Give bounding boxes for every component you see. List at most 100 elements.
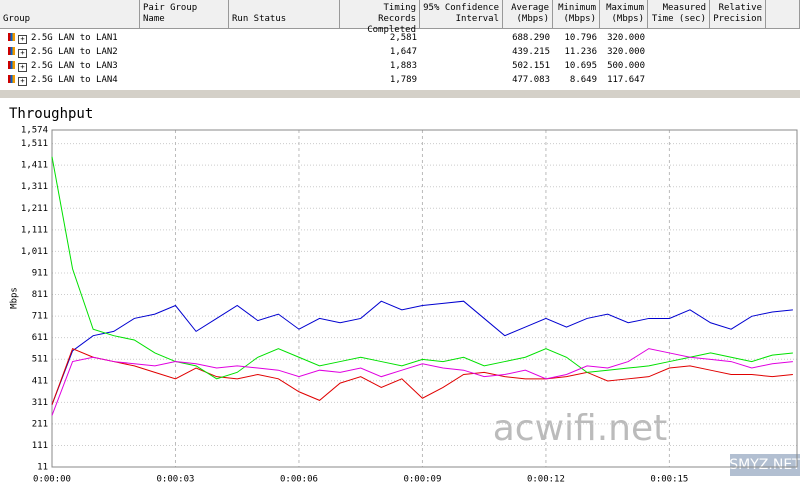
table-cell: 477.083 — [503, 73, 553, 87]
y-tick-label: 111 — [32, 441, 48, 451]
header-text: (Mbps) — [611, 14, 644, 24]
y-tick-label: 1,111 — [21, 225, 48, 235]
header-text: Run Status — [232, 14, 287, 24]
table-cell: 320.000 — [600, 31, 648, 45]
y-tick-label: 211 — [32, 419, 48, 429]
series-line — [51, 300, 793, 405]
chart-title: Throughput — [9, 106, 93, 122]
expand-box: + — [18, 63, 27, 72]
cell-text: 320.000 — [607, 33, 645, 43]
header-text: Average — [511, 3, 549, 13]
header-text: (Mbps) — [563, 14, 596, 24]
column-header: Maximum (Mbps) — [600, 0, 648, 29]
header-text: Completed — [367, 25, 416, 35]
cell-text: 2,581 — [389, 33, 417, 43]
pair-icon — [8, 33, 15, 41]
table-cell: +2.5G LAN to LAN3 — [0, 59, 140, 73]
column-header: Average (Mbps) — [503, 0, 553, 29]
header-text: Measured — [662, 3, 706, 13]
y-tick-label: 711 — [32, 312, 48, 322]
watermark: acwifi.net — [493, 408, 668, 449]
y-tick-label: 911 — [32, 268, 48, 278]
header-text: (Mbps) — [516, 14, 549, 24]
pair-icon — [8, 75, 15, 83]
y-axis-label: Mbps — [10, 287, 20, 309]
header-text: Maximum — [606, 3, 644, 13]
x-tick-label: 0:00:00 — [33, 475, 71, 485]
cell-text: 1,883 — [389, 61, 417, 71]
header-text: Interval — [455, 14, 499, 24]
series-line — [51, 348, 793, 416]
table-cell: 10.796 — [553, 31, 600, 45]
y-tick-label: 1,511 — [21, 139, 48, 149]
y-tick-label: 411 — [32, 376, 48, 386]
expand-box: + — [18, 35, 27, 44]
pair-icon — [8, 61, 15, 69]
watermark-bg — [730, 454, 800, 476]
header-text: 95% Confidence — [423, 3, 499, 13]
cell-text: 320.000 — [607, 47, 645, 57]
cell-text: 8.649 — [569, 75, 597, 85]
x-tick-label: 0:00:12 — [527, 475, 565, 485]
x-tick-label: 0:00:03 — [157, 475, 195, 485]
column-header: Measured Time (sec) — [648, 0, 710, 29]
table-cell: 8.649 — [553, 73, 600, 87]
table-cell: 320.000 — [600, 45, 648, 59]
pair-icon — [8, 47, 15, 55]
watermark: SMYZ.NET — [729, 457, 800, 473]
cell-text: 117.647 — [607, 75, 645, 85]
header-text: Time (sec) — [651, 14, 706, 24]
expand-box: + — [18, 77, 27, 86]
table-cell: 500.000 — [600, 59, 648, 73]
y-tick-label: 611 — [32, 333, 48, 343]
header-text: Minimum — [558, 3, 596, 13]
cell-text: 2.5G LAN to LAN3 — [31, 61, 118, 71]
table-cell: 1,883 — [340, 59, 420, 73]
column-header: Run Status — [229, 0, 340, 29]
cell-text: 502.151 — [512, 61, 550, 71]
cell-text: 439.215 — [512, 47, 550, 57]
chart: Throughput Mbps acwifi.net SMYZ.NET 1111… — [0, 98, 800, 486]
table-cell: 1,789 — [340, 73, 420, 87]
header-text: Group — [3, 14, 31, 24]
table-cell: 1,647 — [340, 45, 420, 59]
cell-text: 1,647 — [389, 47, 417, 57]
column-header: Group — [0, 0, 140, 29]
header-text: Timing Records — [378, 3, 416, 24]
y-tick-label: 1,311 — [21, 182, 48, 192]
y-tick-label: 1,011 — [21, 247, 48, 257]
y-tick-label: 11 — [37, 463, 48, 473]
y-tick-label: 311 — [32, 398, 48, 408]
cell-text: 2.5G LAN to LAN4 — [31, 75, 118, 85]
column-header: 95% Confidence Interval — [420, 0, 503, 29]
cell-text: 2.5G LAN to LAN2 — [31, 47, 118, 57]
y-tick-label: 511 — [32, 355, 48, 365]
table-cell: 439.215 — [503, 45, 553, 59]
cell-text: 477.083 — [512, 75, 550, 85]
column-header: Relative Precision — [710, 0, 766, 29]
header-text: Name — [143, 14, 165, 24]
cell-text: 500.000 — [607, 61, 645, 71]
cell-text: 11.236 — [564, 47, 597, 57]
header-text: Pair Group — [143, 3, 198, 13]
cell-text: 1,789 — [389, 75, 417, 85]
y-tick-label: 1,411 — [21, 161, 48, 171]
header-text: Relative — [718, 3, 762, 13]
results-table: Group Pair Group Name Run Status Timing Reco… — [0, 0, 800, 90]
table-cell: +2.5G LAN to LAN1 — [0, 31, 140, 45]
table-cell: 688.290 — [503, 31, 553, 45]
header-text: Precision — [713, 14, 762, 24]
cell-text: 10.796 — [564, 33, 597, 43]
expand-box: + — [18, 49, 27, 58]
x-tick-label: 0:00:06 — [280, 475, 318, 485]
cell-text: 10.695 — [564, 61, 597, 71]
y-tick-label: 811 — [32, 290, 48, 300]
column-header: Pair Group Name — [140, 0, 229, 29]
chart-panel — [0, 98, 800, 486]
column-header: Timing Records Completed — [340, 0, 420, 35]
y-tick-label: 1,574 — [21, 126, 48, 136]
table-cell: 117.647 — [600, 73, 648, 87]
table-cell: +2.5G LAN to LAN2 — [0, 45, 140, 59]
table-cell: 502.151 — [503, 59, 553, 73]
